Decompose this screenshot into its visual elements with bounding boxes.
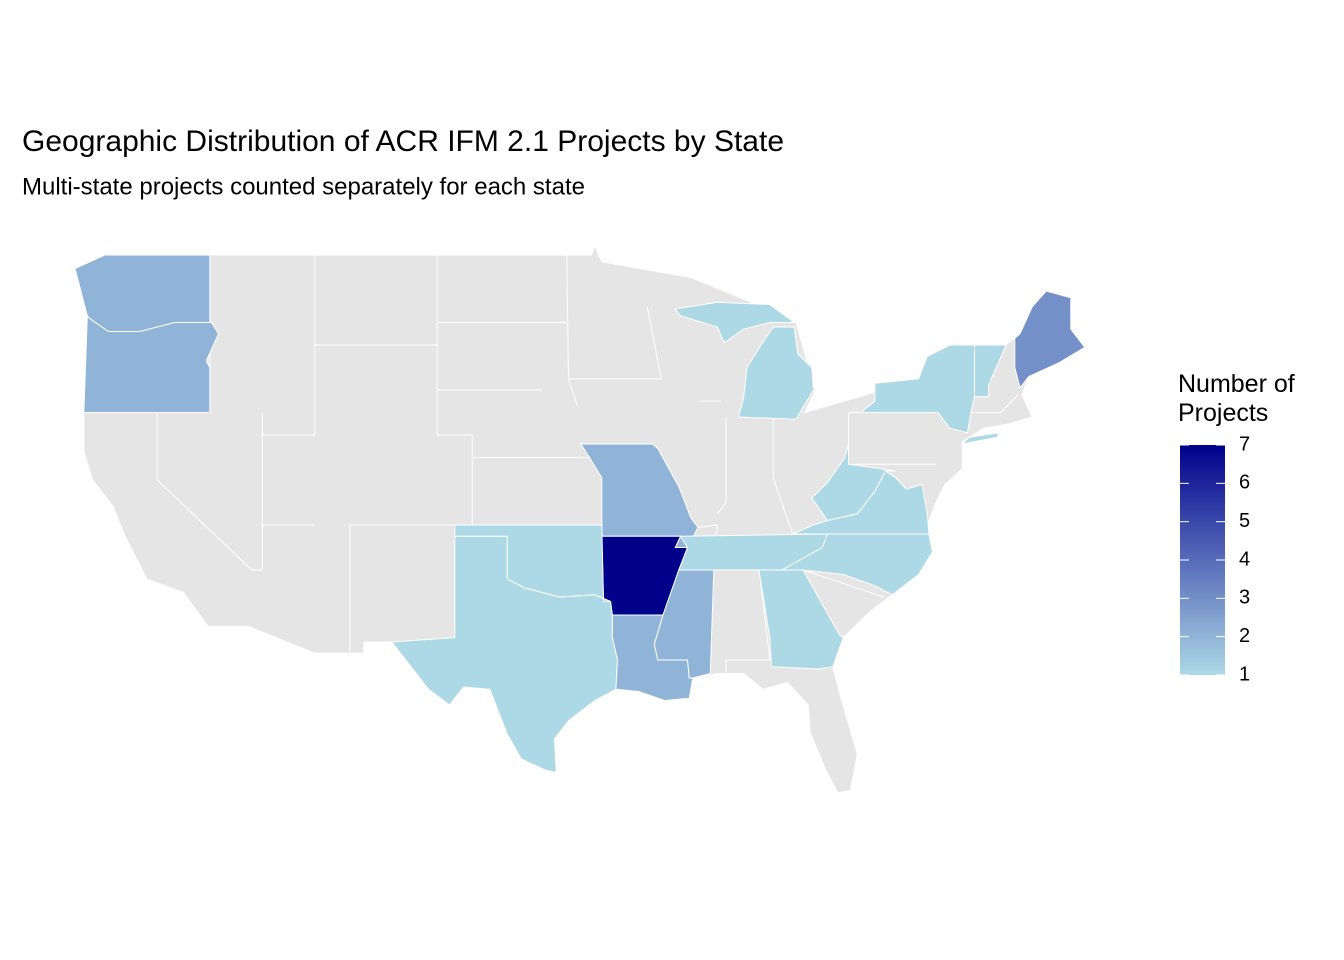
state-border bbox=[716, 417, 727, 515]
state-region bbox=[974, 344, 1007, 398]
legend: 1 2 3 4 5 6 7 bbox=[1180, 433, 1250, 685]
state-region bbox=[811, 443, 896, 522]
map bbox=[74, 244, 1086, 794]
state-border bbox=[251, 412, 263, 571]
chart-title: Geographic Distribution of ACR IFM 2.1 P… bbox=[22, 125, 784, 158]
state-border bbox=[971, 394, 1019, 413]
legend-tick-label: 2 bbox=[1239, 625, 1250, 647]
state-region bbox=[83, 314, 220, 413]
legend-tick-label: 4 bbox=[1239, 548, 1250, 570]
legend-title: Number of Projects bbox=[1178, 370, 1295, 427]
state-region bbox=[74, 254, 211, 332]
state-region bbox=[758, 569, 844, 670]
state-border bbox=[725, 569, 771, 674]
state-border bbox=[772, 477, 793, 535]
legend-tick-label: 6 bbox=[1239, 472, 1250, 494]
chart-subtitle: Multi-state projects counted separately … bbox=[22, 173, 585, 200]
state-border bbox=[646, 306, 662, 379]
state-region bbox=[674, 301, 815, 420]
state-region bbox=[792, 470, 930, 535]
state-border bbox=[802, 569, 884, 598]
state-border bbox=[262, 255, 316, 436]
state-region bbox=[1014, 290, 1086, 389]
legend-tick-label: 3 bbox=[1239, 587, 1250, 609]
state-border bbox=[156, 412, 253, 571]
legend-tick-label: 1 bbox=[1239, 663, 1250, 685]
legend-tick-label: 7 bbox=[1239, 433, 1250, 455]
legend-tick-label: 5 bbox=[1239, 510, 1250, 532]
state-region bbox=[780, 533, 934, 596]
state-region bbox=[454, 524, 611, 602]
state-border bbox=[349, 255, 473, 654]
